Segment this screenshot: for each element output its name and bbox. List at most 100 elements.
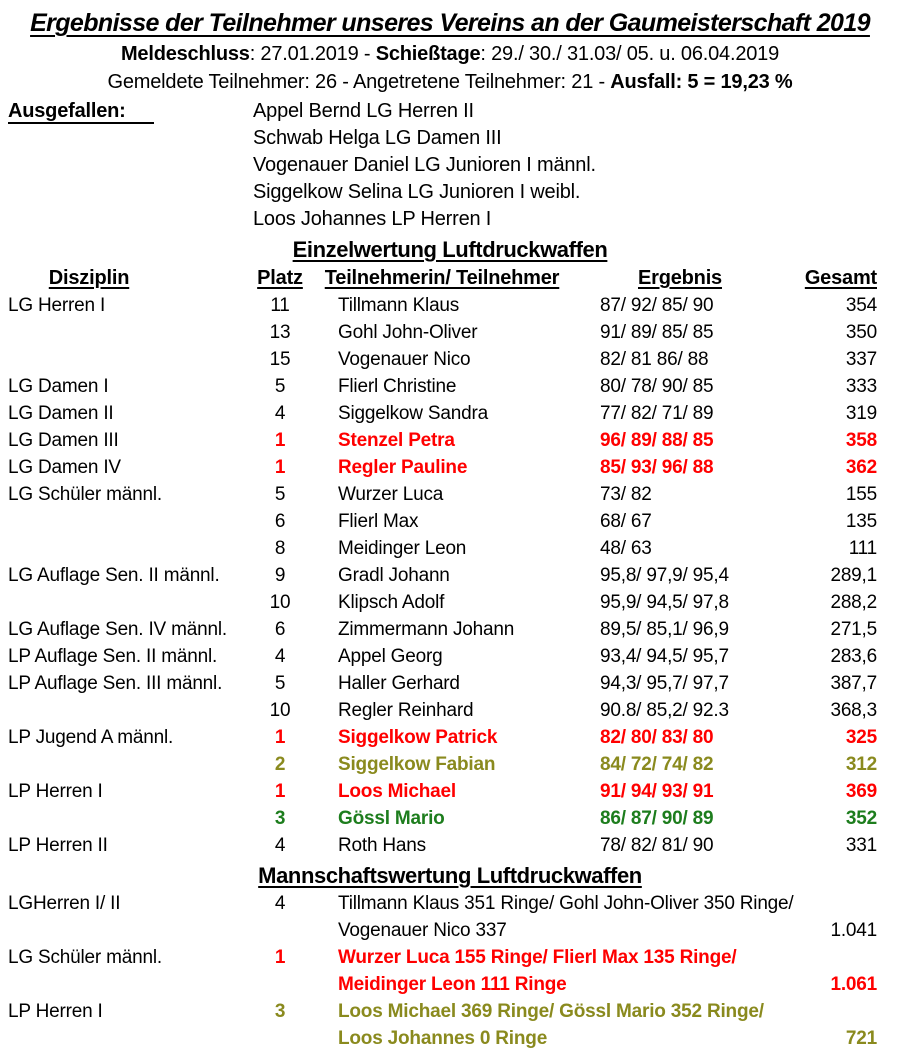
cell-gesamt: 155: [845, 484, 877, 505]
cell-name: Loos Michael: [338, 781, 456, 802]
cell-platz: 15: [269, 349, 291, 370]
cell-platz: 4: [274, 403, 286, 424]
cell-platz: 2: [274, 754, 286, 775]
cell-disziplin: LG Herren I: [8, 295, 106, 316]
ausgefallen-list: Appel Bernd LG Herren II Schwab Helga LG…: [253, 98, 900, 233]
cell-ergebnis: 68/ 67: [600, 511, 652, 532]
table-header-row: Disziplin Platz Teilnehmerin/ Teilnehmer…: [0, 264, 900, 292]
cell-name: Siggelkow Fabian: [338, 754, 496, 775]
cell-members-line2: Loos Johannes 0 Ringe: [338, 1028, 548, 1049]
page-title: Ergebnisse der Teilnehmer unseres Verein…: [30, 9, 870, 37]
cell-gesamt: 271,5: [830, 619, 877, 640]
cell-name: Haller Gerhard: [338, 673, 460, 694]
cell-members-line1: Loos Michael 369 Ringe/ Gössl Mario 352 …: [338, 1001, 764, 1022]
cell-name: Siggelkow Patrick: [338, 727, 498, 748]
cell-ergebnis: 95,8/ 97,9/ 95,4: [600, 565, 729, 586]
ausfall-text: Ausfall: 5 = 19,23 %: [610, 71, 793, 93]
mannschaftswertung-heading: Mannschaftswertung Luftdruckwaffen: [258, 863, 642, 888]
cell-members-line2: Meidinger Leon 111 Ringe: [338, 974, 567, 995]
cell-platz: 1: [274, 947, 286, 968]
cell-ergebnis: 84/ 72/ 74/ 82: [600, 754, 714, 775]
cell-platz: 5: [274, 376, 286, 397]
cell-gesamt: 358: [845, 430, 877, 451]
cell-gesamt: 387,7: [830, 673, 877, 694]
cell-name: Flierl Christine: [338, 376, 457, 397]
cell-platz: 1: [274, 430, 286, 451]
cell-platz: 11: [270, 295, 290, 316]
cell-gesamt: 354: [845, 295, 877, 316]
cell-ergebnis: 86/ 87/ 90/ 89: [600, 808, 714, 829]
cell-disziplin: LP Auflage Sen. II männl.: [8, 646, 218, 667]
cell-name: Wurzer Luca: [338, 484, 444, 505]
cell-ergebnis: 95,9/ 94,5/ 97,8: [600, 592, 729, 613]
table-row: LG Damen III 1 Stenzel Petra 96/ 89/ 88/…: [0, 427, 900, 454]
meta-line-teilnehmer: Gemeldete Teilnehmer: 26 - Angetretene T…: [0, 68, 900, 96]
column-header-gesamt: Gesamt: [804, 267, 877, 289]
team-row-line2: Loos Johannes 0 Ringe 721: [0, 1025, 900, 1052]
cell-platz: 8: [274, 538, 286, 559]
cell-name: Regler Pauline: [338, 457, 468, 478]
cell-disziplin: LP Auflage Sen. III männl.: [8, 673, 223, 694]
ausgefallen-label: Ausgefallen:: [8, 98, 253, 125]
cell-ergebnis: 48/ 63: [600, 538, 652, 559]
cell-disziplin: LG Damen III: [8, 430, 119, 451]
cell-ergebnis: 87/ 92/ 85/ 90: [600, 295, 714, 316]
cell-gesamt: 337: [845, 349, 877, 370]
team-row: LG Schüler männl. 1 Wurzer Luca 155 Ring…: [0, 944, 900, 998]
schiesstage-value: : 29./ 30./ 31.03/ 05. u. 06.04.2019: [480, 43, 780, 65]
table-row: LP Auflage Sen. II männl. 4 Appel Georg …: [0, 643, 900, 670]
table-row: 2 Siggelkow Fabian 84/ 72/ 74/ 82 312: [0, 751, 900, 778]
cell-gesamt: 721: [845, 1028, 877, 1049]
cell-name: Gohl John-Oliver: [338, 322, 478, 343]
team-row-line1: LGHerren I/ II 4 Tillmann Klaus 351 Ring…: [0, 890, 900, 917]
cell-platz: 1: [274, 727, 286, 748]
cell-platz: 10: [269, 592, 291, 613]
cell-name: Klipsch Adolf: [338, 592, 445, 613]
team-row-line1: LG Schüler männl. 1 Wurzer Luca 155 Ring…: [0, 944, 900, 971]
cell-disziplin: LG Damen I: [8, 376, 109, 397]
cell-gesamt: 331: [845, 835, 877, 856]
cell-disziplin: LG Damen IV: [8, 457, 121, 478]
cell-platz: 5: [274, 484, 286, 505]
cell-name: Vogenauer Nico: [338, 349, 471, 370]
cell-gesamt: 369: [845, 781, 877, 802]
cell-platz: 9: [274, 565, 286, 586]
cell-disziplin: [8, 697, 250, 724]
cell-ergebnis: 80/ 78/ 90/ 85: [600, 376, 714, 397]
cell-platz: 5: [274, 673, 286, 694]
cell-ergebnis: 89,5/ 85,1/ 96,9: [600, 619, 729, 640]
table-row: LG Damen I 5 Flierl Christine 80/ 78/ 90…: [0, 373, 900, 400]
table-row: LG Damen IV 1 Regler Pauline 85/ 93/ 96/…: [0, 454, 900, 481]
table-row: 13 Gohl John-Oliver 91/ 89/ 85/ 85 350: [0, 319, 900, 346]
column-header-disziplin: Disziplin: [48, 267, 130, 289]
table-row: LP Auflage Sen. III männl. 5 Haller Gerh…: [0, 670, 900, 697]
table-row: 3 Gössl Mario 86/ 87/ 90/ 89 352: [0, 805, 900, 832]
cell-ergebnis: 82/ 80/ 83/ 80: [600, 727, 714, 748]
cell-disziplin: LP Jugend A männl.: [8, 727, 174, 748]
cell-ergebnis: 96/ 89/ 88/ 85: [600, 430, 714, 451]
cell-platz: 13: [269, 322, 291, 343]
cell-name: Gössl Mario: [338, 808, 445, 829]
ausgefallen-item: Schwab Helga LG Damen III: [253, 127, 502, 149]
cell-platz: 4: [274, 646, 286, 667]
cell-disziplin: LP Herren I: [8, 1001, 103, 1022]
mannschaftswertung-rows: LGHerren I/ II 4 Tillmann Klaus 351 Ring…: [0, 890, 900, 1052]
cell-platz: 3: [274, 1001, 286, 1022]
cell-platz: 4: [274, 893, 286, 914]
cell-ergebnis: 94,3/ 95,7/ 97,7: [600, 673, 729, 694]
cell-name: Zimmermann Johann: [338, 619, 515, 640]
column-header-ergebnis: Ergebnis: [638, 267, 722, 289]
cell-disziplin: [8, 535, 250, 562]
cell-platz: 6: [274, 619, 286, 640]
ausgefallen-item: Siggelkow Selina LG Junioren I weibl.: [253, 181, 581, 203]
table-row: 10 Klipsch Adolf 95,9/ 94,5/ 97,8 288,2: [0, 589, 900, 616]
cell-platz: 1: [274, 457, 286, 478]
cell-gesamt: 111: [848, 538, 877, 559]
cell-ergebnis: 90.8/ 85,2/ 92.3: [600, 700, 729, 721]
cell-gesamt: 135: [845, 511, 877, 532]
cell-disziplin: LG Schüler männl.: [8, 947, 162, 968]
cell-gesamt: 283,6: [830, 646, 877, 667]
team-row-line2: Meidinger Leon 111 Ringe 1.061: [0, 971, 900, 998]
column-header-teilnehmer: Teilnehmerin/ Teilnehmer: [324, 267, 560, 289]
